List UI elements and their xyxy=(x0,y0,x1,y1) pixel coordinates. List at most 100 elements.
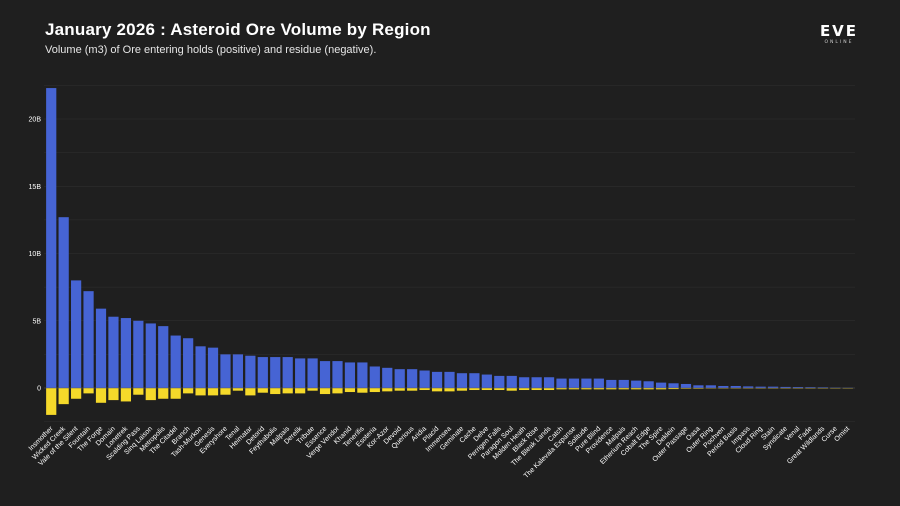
bar-negative xyxy=(282,388,293,394)
bar-negative xyxy=(319,388,331,395)
bar-negative xyxy=(481,388,492,391)
bar-positive xyxy=(767,386,779,388)
bar-positive xyxy=(282,357,293,388)
bar-negative xyxy=(643,388,654,390)
bar-negative xyxy=(618,388,629,390)
bar-positive xyxy=(46,88,57,388)
bar-positive xyxy=(581,378,592,388)
bar-negative xyxy=(95,388,107,403)
bar-negative xyxy=(46,388,57,415)
bar-positive xyxy=(805,387,816,388)
bar-positive xyxy=(58,217,69,388)
bar-positive xyxy=(780,386,791,388)
bar-positive xyxy=(207,347,219,388)
bar-positive xyxy=(332,361,343,388)
bar-positive xyxy=(145,323,156,388)
bar-positive xyxy=(319,361,331,388)
bar-negative xyxy=(108,388,119,401)
bar-positive xyxy=(95,308,107,388)
bar-negative xyxy=(531,388,542,391)
bar-negative xyxy=(506,388,517,391)
bar-positive xyxy=(257,357,268,388)
bar-positive xyxy=(730,385,741,388)
bar-positive xyxy=(307,358,318,388)
bar-positive xyxy=(394,369,405,388)
y-tick-label: 0 xyxy=(37,386,41,393)
bar-negative xyxy=(195,388,206,396)
bar-positive xyxy=(71,280,82,388)
bar-positive xyxy=(170,335,181,388)
bar-positive xyxy=(531,377,542,388)
bar-positive xyxy=(817,387,828,388)
bar-positive xyxy=(655,382,667,388)
bar-positive xyxy=(431,371,443,388)
bar-negative xyxy=(270,388,281,395)
bar-positive xyxy=(543,377,555,388)
chart-title: January 2026 : Asteroid Ore Volume by Re… xyxy=(45,20,431,39)
bar-negative xyxy=(606,388,617,390)
bar-negative xyxy=(158,388,169,399)
bar-positive xyxy=(245,355,256,388)
bar-positive xyxy=(556,378,567,388)
bar-negative xyxy=(357,388,368,393)
bar-positive xyxy=(792,387,804,388)
bar-negative xyxy=(220,388,231,395)
y-tick-label: 20B xyxy=(29,117,42,124)
eve-online-logo-icon: EVE ONLINE xyxy=(812,22,866,46)
y-tick-label: 15B xyxy=(29,184,42,191)
bar-negative xyxy=(382,388,393,392)
bar-positive xyxy=(456,373,468,388)
bar-negative xyxy=(394,388,405,391)
bar-negative xyxy=(257,388,268,393)
bar-negative xyxy=(369,388,380,393)
bar-positive xyxy=(133,320,144,388)
bar-positive xyxy=(494,375,505,388)
chart-subtitle: Volume (m3) of Ore entering holds (posit… xyxy=(45,44,377,56)
bar-positive xyxy=(481,374,492,388)
bar-positive xyxy=(357,362,368,388)
y-tick-label: 10B xyxy=(29,251,42,258)
bar-negative xyxy=(444,388,455,392)
bar-negative xyxy=(556,388,567,390)
logo-wordmark: EVE xyxy=(819,22,859,40)
bar-negative xyxy=(133,388,144,395)
bar-positive xyxy=(469,373,480,388)
bar-positive xyxy=(369,366,380,388)
bar-positive xyxy=(606,379,617,388)
bar-negative xyxy=(680,388,692,389)
bar-negative xyxy=(431,388,443,392)
bar-negative xyxy=(543,388,555,391)
bar-negative xyxy=(245,388,256,396)
bar-negative xyxy=(183,388,194,394)
bar-positive xyxy=(631,380,642,388)
bar-positive xyxy=(108,316,119,388)
bar-negative xyxy=(693,388,704,389)
bar-negative xyxy=(494,388,505,391)
bar-positive xyxy=(120,318,132,388)
bar-negative xyxy=(655,388,667,390)
bar-negative xyxy=(232,388,244,391)
bar-negative xyxy=(71,388,82,399)
bar-positive xyxy=(344,362,356,388)
bar-negative xyxy=(519,388,530,391)
bar-positive xyxy=(743,386,754,388)
bar-positive xyxy=(220,354,231,388)
bar-negative xyxy=(295,388,306,394)
bar-positive xyxy=(643,381,654,388)
bar-positive xyxy=(195,346,206,388)
bar-negative xyxy=(207,388,219,396)
bar-positive xyxy=(693,385,704,388)
bar-positive xyxy=(506,375,517,388)
bar-positive xyxy=(568,378,580,388)
bar-positive xyxy=(270,357,281,388)
bar-negative xyxy=(58,388,69,405)
bar-positive xyxy=(419,370,430,388)
bar-negative xyxy=(668,388,679,390)
bar-positive xyxy=(755,386,766,388)
bar-positive xyxy=(83,291,94,388)
bar-positive xyxy=(705,385,716,388)
bar-positive xyxy=(680,383,692,388)
bar-positive xyxy=(718,385,729,388)
bar-negative xyxy=(469,388,480,391)
